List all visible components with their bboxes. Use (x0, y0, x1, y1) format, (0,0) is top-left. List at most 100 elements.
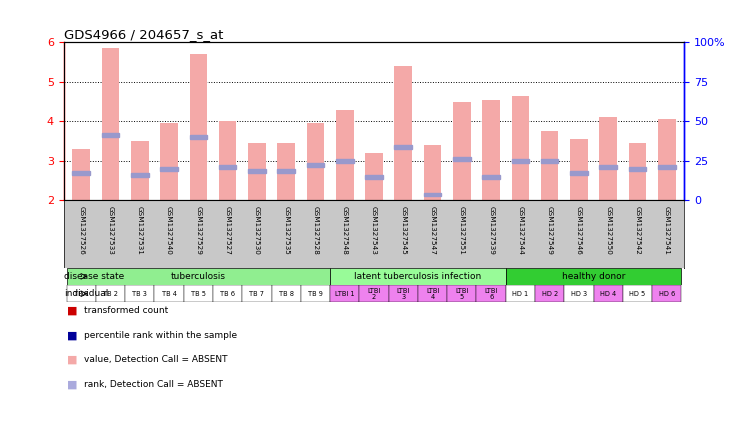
Text: HD 4: HD 4 (600, 291, 616, 297)
Bar (365, 175, 383, 179)
Text: TB 5: TB 5 (191, 291, 206, 297)
Text: GSM1327544: GSM1327544 (518, 206, 524, 255)
Text: GSM1327526: GSM1327526 (78, 206, 85, 255)
Bar (189, 135, 207, 139)
Bar (658, 165, 675, 169)
Bar (394, 66, 412, 201)
Text: transformed count: transformed count (84, 306, 168, 316)
Text: GSM1327550: GSM1327550 (605, 206, 611, 255)
Text: GSM1327542: GSM1327542 (634, 206, 640, 255)
FancyBboxPatch shape (389, 286, 418, 302)
Text: GSM1327551: GSM1327551 (459, 206, 465, 255)
Text: rank, Detection Call = ABSENT: rank, Detection Call = ABSENT (84, 380, 223, 389)
Text: GSM1327531: GSM1327531 (137, 206, 143, 255)
Text: LTBI 1: LTBI 1 (335, 291, 355, 297)
Text: GSM1327540: GSM1327540 (166, 206, 172, 255)
Bar (73, 171, 90, 175)
Text: LTBI
4: LTBI 4 (426, 288, 439, 300)
Text: GSM1327535: GSM1327535 (283, 206, 289, 255)
Text: GSM1327527: GSM1327527 (224, 206, 230, 255)
FancyBboxPatch shape (242, 286, 272, 302)
FancyBboxPatch shape (330, 286, 359, 302)
Bar (131, 141, 149, 201)
Text: ■: ■ (67, 306, 78, 316)
Bar (248, 143, 266, 201)
Bar (307, 163, 324, 167)
Bar (278, 169, 295, 173)
Text: LTBI
6: LTBI 6 (485, 288, 497, 300)
FancyBboxPatch shape (272, 286, 301, 302)
Text: HD 1: HD 1 (512, 291, 529, 297)
Text: GDS4966 / 204657_s_at: GDS4966 / 204657_s_at (64, 28, 223, 41)
Text: LTBI
5: LTBI 5 (456, 288, 468, 300)
Text: GSM1327530: GSM1327530 (254, 206, 260, 255)
FancyBboxPatch shape (506, 268, 681, 285)
Bar (599, 165, 617, 169)
Text: disease state: disease state (64, 272, 124, 281)
Text: ■: ■ (67, 379, 78, 390)
FancyBboxPatch shape (506, 286, 535, 302)
Bar (160, 167, 178, 170)
Text: TB 2: TB 2 (103, 291, 118, 297)
FancyBboxPatch shape (213, 286, 242, 302)
Text: individual: individual (64, 289, 108, 298)
FancyBboxPatch shape (301, 286, 330, 302)
Bar (160, 124, 178, 201)
Text: value, Detection Call = ABSENT: value, Detection Call = ABSENT (84, 355, 227, 365)
FancyBboxPatch shape (96, 286, 125, 302)
Text: GSM1327547: GSM1327547 (429, 206, 435, 255)
Bar (599, 118, 617, 201)
Bar (336, 110, 354, 201)
Bar (512, 96, 529, 201)
FancyBboxPatch shape (564, 286, 594, 302)
Bar (73, 149, 90, 201)
Bar (424, 193, 441, 196)
Bar (424, 145, 441, 201)
Bar (512, 159, 529, 163)
Bar (219, 121, 236, 201)
Bar (453, 102, 470, 201)
Text: TB 1: TB 1 (74, 291, 88, 297)
FancyBboxPatch shape (652, 286, 681, 302)
Text: TB 9: TB 9 (308, 291, 323, 297)
FancyBboxPatch shape (125, 286, 154, 302)
Text: TB 7: TB 7 (249, 291, 264, 297)
Text: TB 6: TB 6 (220, 291, 235, 297)
Text: HD 2: HD 2 (542, 291, 558, 297)
FancyBboxPatch shape (476, 286, 506, 302)
FancyBboxPatch shape (594, 286, 623, 302)
Text: TB 4: TB 4 (162, 291, 177, 297)
FancyBboxPatch shape (184, 286, 213, 302)
Bar (629, 167, 646, 170)
Bar (394, 145, 412, 149)
Bar (248, 169, 266, 173)
FancyBboxPatch shape (330, 268, 506, 285)
Bar (570, 139, 588, 201)
Text: TB 3: TB 3 (132, 291, 147, 297)
FancyBboxPatch shape (418, 286, 447, 302)
FancyBboxPatch shape (623, 286, 652, 302)
Bar (102, 133, 119, 137)
Text: GSM1327539: GSM1327539 (488, 206, 494, 255)
Text: LTBI
2: LTBI 2 (367, 288, 381, 300)
Bar (482, 100, 500, 201)
Text: percentile rank within the sample: percentile rank within the sample (84, 331, 237, 340)
FancyBboxPatch shape (67, 286, 96, 302)
Text: GSM1327543: GSM1327543 (371, 206, 377, 255)
Text: latent tuberculosis infection: latent tuberculosis infection (355, 272, 482, 281)
Text: GSM1327549: GSM1327549 (547, 206, 553, 255)
FancyBboxPatch shape (359, 286, 389, 302)
Text: LTBI
3: LTBI 3 (396, 288, 410, 300)
Text: ■: ■ (67, 355, 78, 365)
Bar (629, 143, 646, 201)
Text: healthy donor: healthy donor (562, 272, 625, 281)
Text: GSM1327528: GSM1327528 (313, 206, 319, 255)
FancyBboxPatch shape (447, 286, 476, 302)
Bar (307, 123, 324, 201)
Text: GSM1327548: GSM1327548 (342, 206, 348, 255)
Text: GSM1327533: GSM1327533 (108, 206, 114, 255)
Text: tuberculosis: tuberculosis (171, 272, 226, 281)
Text: GSM1327541: GSM1327541 (663, 206, 670, 255)
Text: GSM1327545: GSM1327545 (400, 206, 406, 255)
Text: GSM1327529: GSM1327529 (195, 206, 201, 255)
